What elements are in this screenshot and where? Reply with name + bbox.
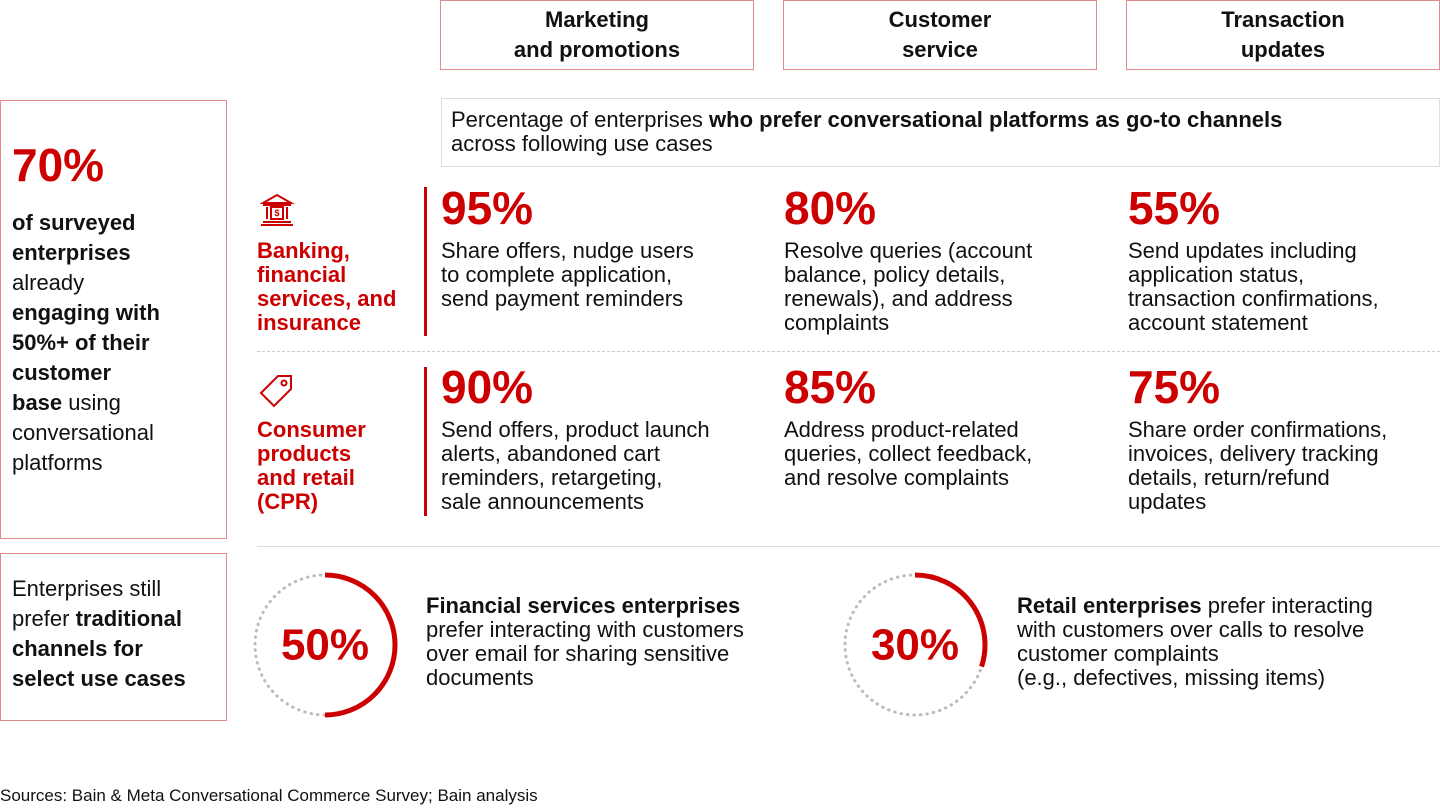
traditional-box xyxy=(0,553,227,721)
sector-label: Consumer products and retail (CPR) xyxy=(257,417,366,514)
donut-track xyxy=(253,573,397,717)
bold-text: traditional channels for select use case… xyxy=(12,606,186,691)
summary-box xyxy=(0,100,227,539)
divider xyxy=(424,187,427,336)
use-case: Share order confirmations, invoices, del… xyxy=(1128,417,1388,514)
stat: 85% xyxy=(784,361,877,413)
bold-text: engaging with 50%+ of their customer bas… xyxy=(12,300,160,415)
donut-label: 30% xyxy=(871,621,959,670)
sector-label: Banking, financial services, and insuran… xyxy=(257,238,397,335)
stat: 95% xyxy=(441,182,534,234)
stat: 75% xyxy=(1128,361,1221,413)
donut-arc xyxy=(324,572,398,718)
svg-text:$: $ xyxy=(274,208,279,218)
summary-stat: 70% xyxy=(12,139,105,191)
traditional-text: Enterprises still prefer traditional cha… xyxy=(12,574,186,694)
text: prefer interacting with customers over e… xyxy=(426,617,744,690)
stat: 55% xyxy=(1128,182,1221,234)
highlight-text: Retail enterprises prefer interacting wi… xyxy=(1017,594,1373,690)
text: Percentage of enterprises xyxy=(451,107,710,132)
use-case: Address product-related queries, collect… xyxy=(784,417,1033,490)
bank-icon: $ xyxy=(260,193,295,226)
stat: 90% xyxy=(441,361,534,413)
tag-icon xyxy=(259,375,292,408)
column-header: Marketing and promotions xyxy=(440,0,754,70)
use-case: Share offers, nudge users to complete ap… xyxy=(441,238,694,311)
text: already xyxy=(12,270,85,295)
row-separator xyxy=(257,351,1440,352)
use-case: Send offers, product launch alerts, aban… xyxy=(441,417,710,514)
section-separator xyxy=(257,546,1440,547)
text: prefer interacting with customers over c… xyxy=(1017,593,1373,690)
highlight-text: Financial services enterprises prefer in… xyxy=(426,594,744,690)
summary-text: of surveyed enterprises already engaging… xyxy=(12,208,160,478)
bold-text: who prefer conversational platforms as g… xyxy=(709,107,1283,132)
bold-text: of surveyed enterprises xyxy=(12,210,136,265)
column-header: Transaction updates xyxy=(1126,0,1440,70)
use-case: Send updates including application statu… xyxy=(1128,238,1379,335)
bold-text: Retail enterprises xyxy=(1017,593,1202,618)
bold-text: Financial services enterprises xyxy=(426,593,741,618)
text: Enterprises still prefer xyxy=(12,576,162,631)
donut-arc xyxy=(914,572,988,668)
column-header: Customer service xyxy=(783,0,1097,70)
stat: 80% xyxy=(784,182,877,234)
donut-track xyxy=(843,573,987,717)
text: across following use cases xyxy=(451,131,713,156)
use-case: Resolve queries (account balance, policy… xyxy=(784,238,1033,335)
text: using conversational platforms xyxy=(12,390,154,475)
source: Sources: Bain & Meta Conversational Comm… xyxy=(0,786,538,805)
donut-label: 50% xyxy=(281,621,369,670)
divider xyxy=(424,367,427,516)
description: Percentage of enterprises who prefer con… xyxy=(451,107,1283,157)
